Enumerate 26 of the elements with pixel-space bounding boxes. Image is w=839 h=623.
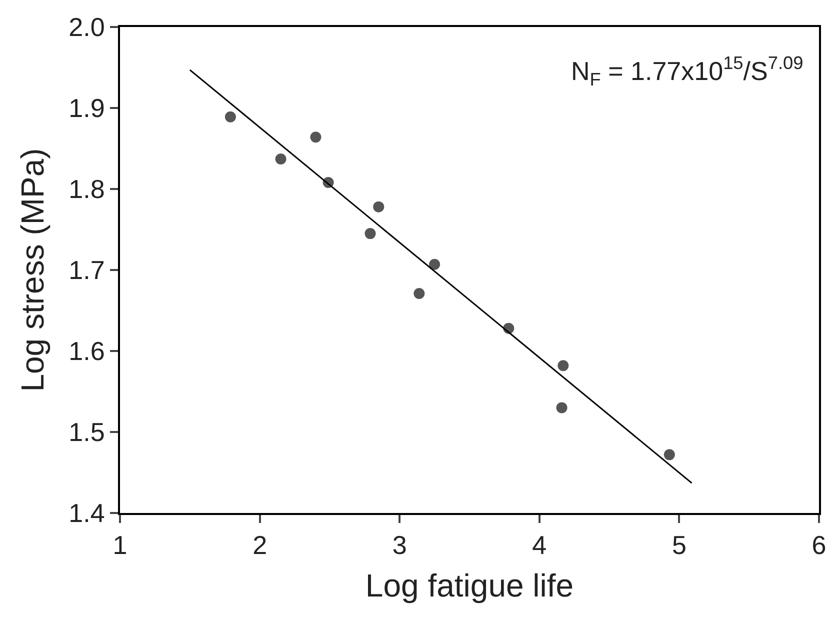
x-tick-label: 2: [252, 530, 268, 560]
point: [429, 258, 440, 270]
x-axis-title: Log fatigue life: [365, 568, 574, 604]
point: [414, 288, 425, 299]
point: [310, 132, 322, 143]
y-tick-label: 1.5: [68, 417, 105, 448]
x-tick-label: 5: [672, 530, 686, 560]
y-tick-label: 1.9: [68, 93, 105, 124]
y-tick-label: 1.6: [68, 336, 105, 366]
x-tick-label: 1: [112, 530, 128, 560]
annotation: N$_{F}$ = 1.77x10$^{15}$/S$^{7.09}$: [571, 53, 804, 90]
y-tick-label: 2.0: [68, 12, 105, 42]
point: [224, 111, 236, 122]
x-tick-label: 6: [812, 530, 826, 560]
point: [558, 360, 569, 372]
y-tick-label: 1.4: [68, 498, 105, 528]
point: [556, 402, 568, 414]
x-tick-label: 3: [392, 530, 407, 560]
point: [664, 449, 675, 460]
x-tick-label: 4: [532, 530, 547, 560]
y-axis-title: Log stress (MPa): [14, 148, 50, 392]
point: [373, 201, 384, 212]
y-tick-label: 1.8: [68, 174, 105, 204]
y-tick-label: 1.7: [68, 255, 105, 286]
point: [275, 154, 286, 165]
point: [364, 228, 376, 240]
